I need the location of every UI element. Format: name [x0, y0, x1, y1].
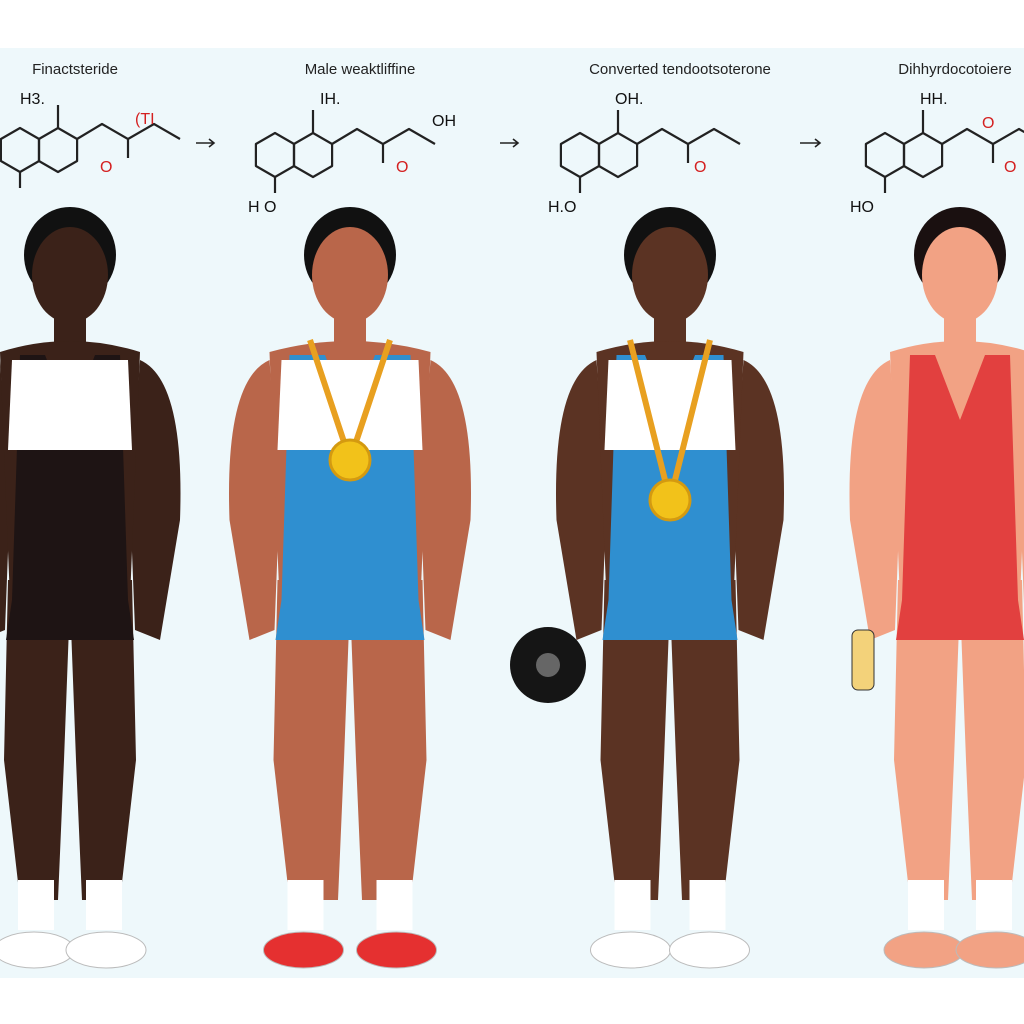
head	[312, 227, 388, 323]
panel-title: Dihhyrdocotoiere	[898, 61, 1011, 78]
panel-title: Male weaktliffine	[305, 61, 416, 78]
sock	[18, 880, 54, 930]
athlete	[0, 207, 181, 969]
top	[604, 360, 736, 450]
chain	[76, 122, 181, 158]
shoe	[883, 931, 965, 969]
sock	[908, 880, 944, 930]
athletes	[0, 207, 1024, 969]
head	[32, 227, 108, 323]
sock	[86, 880, 122, 930]
atom-label: O	[1004, 159, 1016, 176]
atom-label: O	[982, 115, 994, 132]
legs	[600, 580, 740, 900]
atom-label: O	[396, 159, 408, 176]
chain	[636, 127, 741, 163]
atom-label: OH.	[615, 91, 643, 108]
bond	[273, 110, 315, 193]
chain	[331, 127, 436, 163]
head	[632, 227, 708, 323]
atom-label: OH	[432, 113, 456, 130]
sock	[976, 880, 1012, 930]
molecules	[0, 105, 1024, 193]
atom-label: IH.	[320, 91, 340, 108]
legs	[4, 580, 136, 900]
labels: Finactsteride H3. (TI O Male weaktliffine IH.…	[20, 61, 1016, 216]
top	[8, 360, 132, 450]
bond	[18, 105, 60, 188]
baton	[851, 629, 875, 691]
top	[277, 360, 423, 450]
shoe	[0, 931, 75, 969]
athlete	[556, 207, 784, 969]
atom-label: O	[694, 159, 706, 176]
suit	[896, 355, 1024, 640]
dumbbell-hub	[536, 653, 560, 677]
legs	[894, 580, 1024, 900]
shoe	[263, 931, 344, 969]
shoe	[590, 931, 671, 969]
arms	[556, 360, 784, 640]
shoe	[955, 931, 1024, 969]
panel-title: Finactsteride	[32, 61, 118, 78]
panel-title: Converted tendootsoterone	[589, 61, 771, 78]
atom-label: H.O	[548, 199, 576, 216]
atom-label: H3.	[20, 91, 45, 108]
legs	[273, 580, 427, 900]
sock	[376, 880, 413, 930]
sock	[614, 880, 651, 930]
medal	[328, 438, 372, 482]
atom-label: HO	[850, 199, 874, 216]
bond	[883, 110, 925, 193]
atom-label: HH.	[920, 91, 948, 108]
head	[922, 227, 998, 323]
shoe	[356, 931, 437, 969]
shoe	[669, 931, 750, 969]
athlete	[229, 207, 471, 969]
athlete	[849, 207, 1024, 969]
sock	[287, 880, 324, 930]
atom-label: (TI	[135, 111, 155, 128]
arrows	[196, 138, 822, 148]
atom-label: O	[100, 159, 112, 176]
chain	[941, 127, 1024, 163]
sock	[689, 880, 726, 930]
bond	[578, 110, 620, 193]
shoe	[65, 931, 147, 969]
atom-label: H O	[248, 199, 276, 216]
medal	[648, 478, 692, 522]
